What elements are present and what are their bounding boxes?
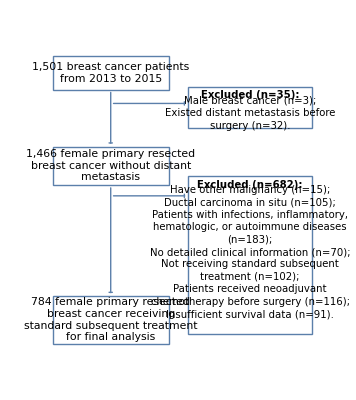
- Bar: [188, 86, 312, 128]
- Text: Have other malignancy (n=15);
Ductal carcinoma in situ (n=105);
Patients with in: Have other malignancy (n=15); Ductal car…: [150, 185, 350, 319]
- Text: 784 female primary resected
breast cancer receiving
standard subsequent treatmen: 784 female primary resected breast cance…: [24, 298, 198, 342]
- Text: Male breast cancer (n=3);
Existed distant metastasis before
surgery (n=32).: Male breast cancer (n=3); Existed distan…: [165, 96, 335, 130]
- Text: 1,466 female primary resected
breast cancer without distant
metastasis: 1,466 female primary resected breast can…: [26, 149, 195, 182]
- Bar: [53, 296, 169, 344]
- Bar: [188, 176, 312, 334]
- Bar: [53, 146, 169, 185]
- Text: 1,501 breast cancer patients
from 2013 to 2015: 1,501 breast cancer patients from 2013 t…: [32, 62, 189, 84]
- Text: Excluded (n=35):: Excluded (n=35):: [201, 90, 299, 100]
- Text: Excluded (n=682):: Excluded (n=682):: [197, 180, 303, 190]
- Bar: [53, 56, 169, 90]
